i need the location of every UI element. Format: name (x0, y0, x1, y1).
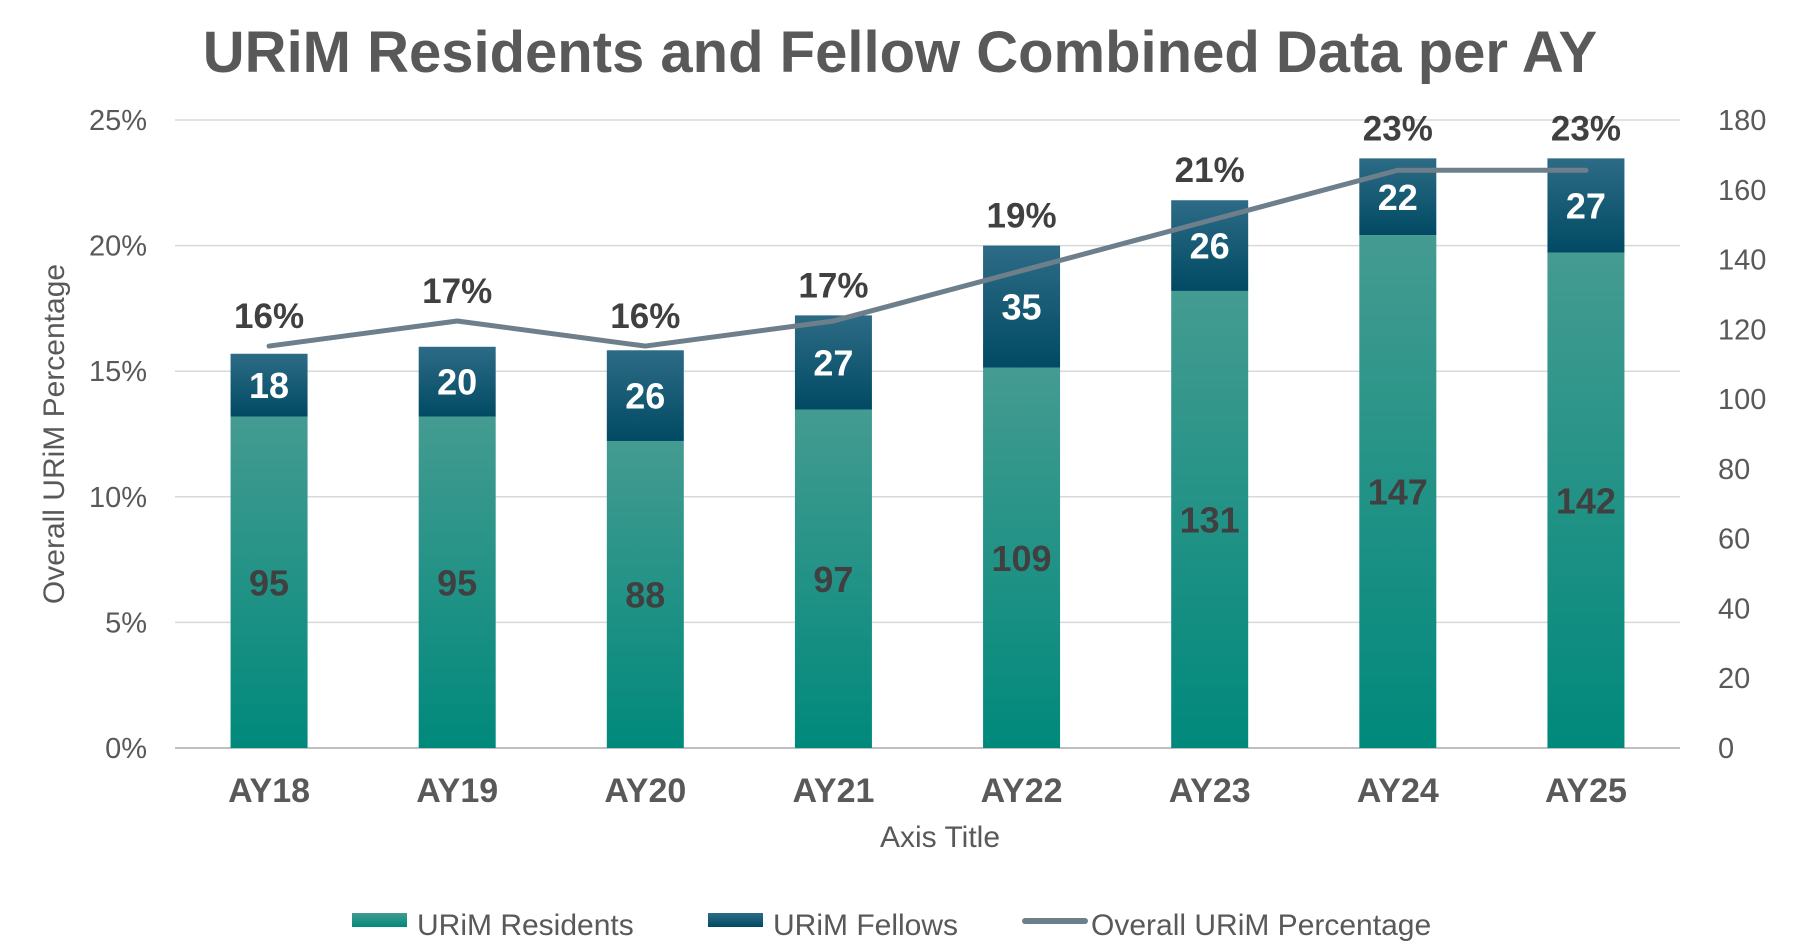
data-label-fellows: 18 (249, 365, 289, 406)
legend-label: Overall URiM Percentage (1091, 909, 1431, 942)
right-tick-label: 20 (1718, 663, 1750, 695)
left-axis-ticks: 0% 5% 10% 15% 20% 25% (89, 105, 147, 765)
bar-urim-residents (230, 416, 308, 748)
data-label-residents: 88 (625, 574, 665, 615)
left-tick-label: 20% (89, 231, 147, 263)
right-tick-label: 140 (1718, 245, 1766, 277)
data-label-percentage: 16% (610, 297, 680, 336)
bar-urim-fellows (1547, 158, 1625, 253)
x-axis-title: Axis Title (880, 821, 1000, 854)
right-tick-label: 120 (1718, 314, 1766, 346)
bar-urim-fellows (606, 350, 684, 441)
data-label-residents: 97 (813, 559, 853, 600)
right-tick-label: 0 (1718, 733, 1734, 765)
bars (230, 158, 1625, 749)
right-tick-label: 80 (1718, 454, 1750, 486)
percentage-line (266, 167, 1589, 349)
legend-swatch (352, 913, 407, 927)
data-label-percentage: 17% (422, 272, 492, 311)
bar-urim-fellows (230, 353, 308, 417)
category-label: AY23 (1169, 772, 1251, 810)
bar-urim-residents (1547, 252, 1625, 749)
legend: URiM Residents URiM Fellows Overall URiM P… (352, 909, 1431, 942)
right-tick-label: 100 (1718, 384, 1766, 416)
right-axis-ticks: 0 20 40 60 80 100 120 140 160 180 (1718, 105, 1766, 765)
bar-urim-fellows (794, 315, 872, 410)
data-label-percentage: 23% (1551, 109, 1621, 148)
data-labels: 95 18 95 20 88 26 97 27 109 35 131 26 147 22 142 27 16% 1… (234, 109, 1621, 615)
overall-urim-percentage-line (266, 167, 1589, 349)
data-label-residents: 95 (249, 562, 289, 603)
data-label-fellows: 22 (1378, 177, 1418, 218)
data-label-percentage: 17% (798, 266, 868, 305)
data-label-percentage: 19% (987, 197, 1057, 236)
category-label: AY19 (416, 772, 498, 810)
right-tick-label: 180 (1718, 105, 1766, 137)
legend-swatch (708, 913, 763, 927)
data-label-residents: 109 (992, 538, 1052, 579)
left-tick-label: 10% (89, 482, 147, 514)
right-tick-label: 160 (1718, 175, 1766, 207)
bar-urim-residents (418, 416, 496, 748)
data-label-fellows: 27 (1566, 185, 1606, 226)
y-axis-title: Overall URiM Percentage (38, 264, 71, 604)
data-label-fellows: 26 (625, 376, 665, 417)
data-label-percentage: 16% (234, 297, 304, 336)
left-tick-label: 25% (89, 105, 147, 137)
category-label: AY21 (792, 772, 874, 810)
data-label-residents: 131 (1180, 499, 1240, 540)
data-label-percentage: 21% (1175, 151, 1245, 190)
category-label: AY18 (228, 772, 310, 810)
data-label-percentage: 23% (1363, 109, 1433, 148)
bar-urim-fellows (418, 346, 496, 417)
left-tick-label: 5% (105, 607, 147, 639)
data-label-residents: 147 (1368, 472, 1428, 513)
category-label: AY25 (1545, 772, 1627, 810)
chart-title: URiM Residents and Fellow Combined Data … (203, 20, 1597, 85)
bar-urim-residents (1171, 290, 1249, 748)
category-label: AY20 (604, 772, 686, 810)
legend-item-residents: URiM Residents (352, 909, 634, 942)
category-label: AY24 (1357, 772, 1439, 810)
bar-urim-residents (606, 440, 684, 748)
right-tick-label: 40 (1718, 593, 1750, 625)
left-tick-label: 15% (89, 356, 147, 388)
data-label-fellows: 27 (813, 342, 853, 383)
bar-urim-residents (794, 409, 872, 748)
legend-label: URiM Fellows (773, 909, 958, 942)
data-label-fellows: 35 (1002, 287, 1042, 328)
category-labels: AY18 AY19 AY20 AY21 AY22 AY23 AY24 AY25 (228, 772, 1627, 810)
data-label-fellows: 20 (437, 362, 477, 403)
legend-item-percentage: Overall URiM Percentage (1022, 909, 1431, 942)
right-tick-label: 60 (1718, 524, 1750, 556)
grid-lines (175, 119, 1680, 749)
bar-urim-residents (1359, 235, 1437, 749)
legend-item-fellows: URiM Fellows (708, 909, 958, 942)
category-label: AY22 (981, 772, 1063, 810)
data-label-residents: 142 (1556, 480, 1616, 521)
left-tick-label: 0% (105, 733, 147, 765)
data-label-residents: 95 (437, 562, 477, 603)
legend-label: URiM Residents (417, 909, 634, 942)
data-label-fellows: 26 (1190, 226, 1230, 267)
bar-urim-residents (983, 367, 1061, 748)
